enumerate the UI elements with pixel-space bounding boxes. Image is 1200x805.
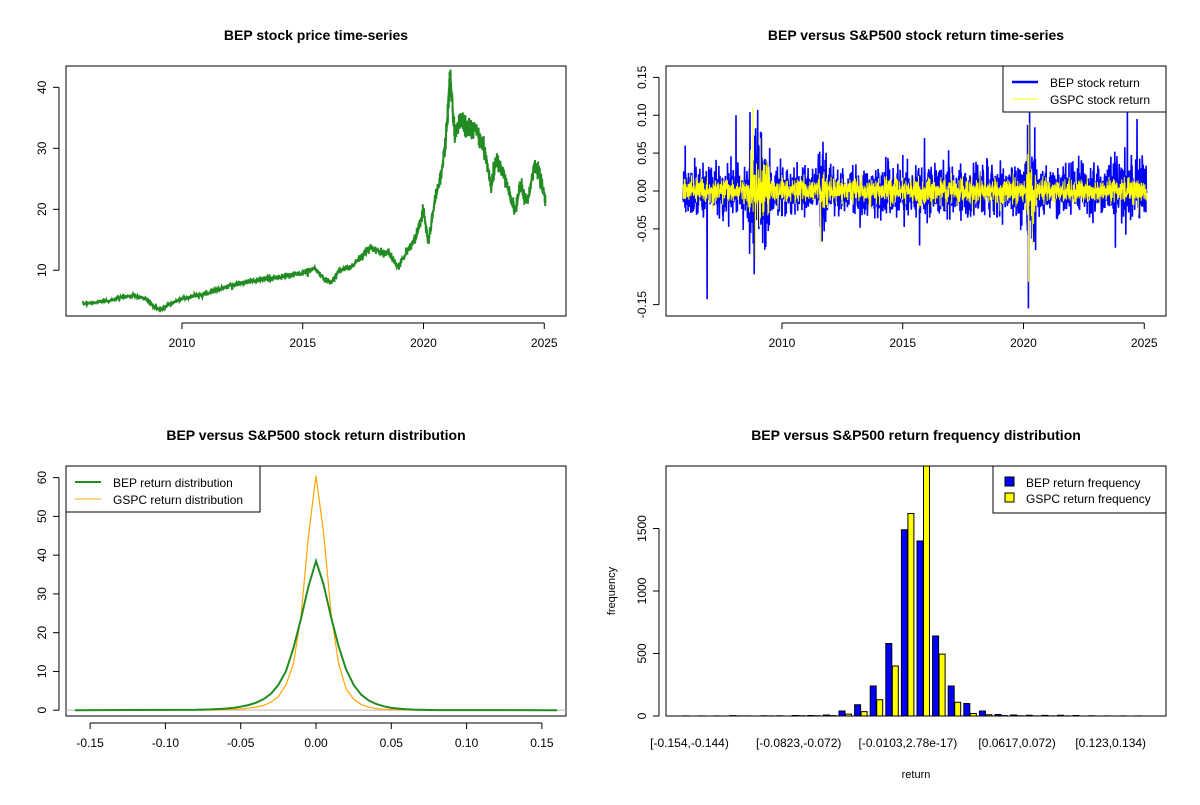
histogram-bar (948, 686, 954, 716)
y-tick-label: 500 (635, 643, 649, 663)
x-tick-label: 0.05 (380, 736, 404, 750)
legend: BEP return frequency GSPC return frequen… (993, 466, 1166, 513)
legend: BEP stock return GSPC stock return (1003, 66, 1166, 112)
x-axis-label: return (902, 769, 931, 781)
panel-returns: BEP versus S&P500 stock return time-seri… (635, 27, 1166, 350)
legend-label: BEP return distribution (113, 476, 233, 490)
y-tick-label: 0.00 (635, 179, 649, 203)
legend-swatch (1005, 477, 1014, 486)
histogram-bar (886, 644, 892, 717)
y-tick-label: 0 (635, 712, 649, 719)
x-tick-label: [0.123,0.134) (1075, 736, 1146, 750)
histogram-bar (908, 514, 914, 717)
legend-label: GSPC return distribution (113, 493, 243, 507)
y-tick-label: -0.15 (635, 291, 649, 319)
y-tick-label: 1000 (635, 577, 649, 604)
y-tick-label: 60 (35, 471, 49, 485)
x-tick-label: -0.15 (76, 736, 104, 750)
histogram-bar (877, 700, 883, 716)
x-tick-label: 0.00 (304, 736, 328, 750)
x-tick-label: 2025 (1131, 336, 1158, 350)
histogram-bar (955, 702, 961, 716)
x-tick-label: 2020 (1010, 336, 1037, 350)
legend-label: GSPC stock return (1050, 93, 1150, 107)
histogram-bar (933, 636, 939, 716)
x-tick-label: 2015 (289, 336, 316, 350)
histogram-bar (855, 705, 861, 716)
histogram-bar (870, 686, 876, 716)
chart-title: BEP versus S&P500 stock return time-seri… (768, 27, 1064, 43)
x-tick-label: 0.10 (455, 736, 479, 750)
y-tick-label: 10 (35, 664, 49, 678)
x-tick-label: -0.10 (152, 736, 180, 750)
y-tick-label: 1500 (635, 515, 649, 542)
x-tick-label: 2020 (410, 336, 437, 350)
chart-title: BEP versus S&P500 stock return distribut… (166, 427, 465, 443)
histogram-bar (892, 666, 898, 716)
histogram-bar (861, 712, 867, 716)
x-tick-label: [0.0617,0.072) (978, 736, 1055, 750)
legend-label: GSPC return frequency (1026, 492, 1151, 506)
y-axis-label: frequency (606, 566, 618, 615)
y-tick-label: 30 (35, 141, 49, 155)
x-tick-label: -0.05 (227, 736, 255, 750)
y-tick-label: 40 (35, 548, 49, 562)
y-tick-label: 0.05 (635, 141, 649, 165)
y-tick-label: -0.05 (635, 215, 649, 243)
y-tick-label: 30 (35, 587, 49, 601)
chart-title: BEP versus S&P500 return frequency distr… (751, 427, 1081, 443)
legend-label: BEP stock return (1050, 76, 1140, 90)
price-line (83, 70, 546, 311)
y-tick-label: 20 (35, 202, 49, 216)
panel-density: BEP versus S&P500 stock return distribut… (35, 427, 566, 750)
x-tick-label: 2015 (889, 336, 916, 350)
histogram-bar (839, 711, 845, 716)
x-tick-label: [-0.0103,2.78e-17) (859, 736, 958, 750)
y-tick-label: 0.15 (635, 65, 649, 89)
x-tick-label: [-0.0823,-0.072) (756, 736, 841, 750)
y-tick-label: 50 (35, 509, 49, 523)
histogram-bar (979, 711, 985, 716)
y-tick-label: 0.10 (635, 103, 649, 127)
y-tick-label: 20 (35, 626, 49, 640)
y-tick-label: 0 (35, 707, 49, 714)
legend-label: BEP return frequency (1026, 476, 1141, 490)
histogram-bar (924, 454, 930, 717)
x-tick-label: [-0.154,-0.144) (650, 736, 729, 750)
chart-title: BEP stock price time-series (224, 27, 408, 43)
x-tick-label: 2010 (769, 336, 796, 350)
y-tick-label: 40 (35, 80, 49, 94)
x-tick-label: 2025 (531, 336, 558, 350)
density-curve-0 (75, 561, 557, 710)
x-tick-label: 0.15 (530, 736, 554, 750)
legend: BEP return distribution GSPC return dist… (66, 466, 260, 512)
return-series-1 (683, 108, 1147, 282)
legend-swatch (1005, 493, 1014, 502)
panel-histogram: BEP versus S&P500 return frequency distr… (606, 427, 1166, 781)
histogram-bar (901, 530, 907, 716)
x-tick-label: 2010 (169, 336, 196, 350)
histogram-bar (917, 541, 923, 716)
histogram-bar (939, 654, 945, 716)
y-tick-label: 10 (35, 263, 49, 277)
histogram-bar (964, 704, 970, 717)
